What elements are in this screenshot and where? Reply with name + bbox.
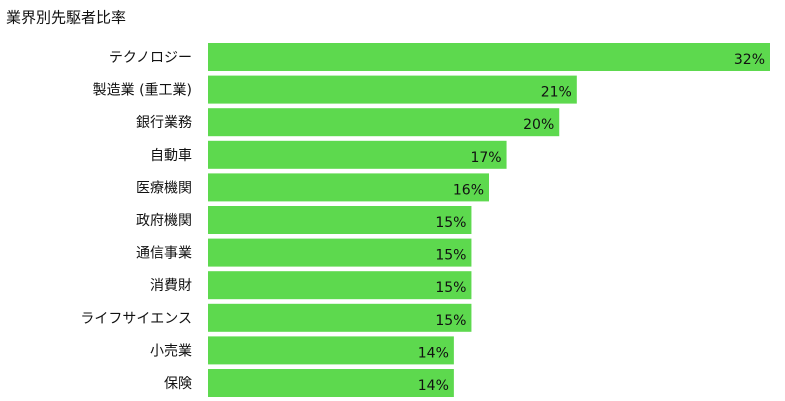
category-label: テクノロジー bbox=[109, 50, 192, 66]
category-label: 製造業 (重工業) bbox=[93, 83, 192, 99]
value-label: 14% bbox=[418, 345, 449, 361]
category-label: 自動車 bbox=[150, 147, 192, 164]
bar bbox=[208, 75, 577, 104]
category-label: 通信事業 bbox=[136, 246, 192, 262]
value-label: 21% bbox=[541, 85, 572, 101]
value-label: 17% bbox=[470, 150, 501, 166]
category-label: 医療機関 bbox=[136, 179, 192, 196]
category-label: 消費財 bbox=[150, 278, 192, 294]
category-label: 銀行業務 bbox=[136, 115, 192, 131]
value-label: 15% bbox=[435, 313, 466, 329]
value-label: 32% bbox=[734, 52, 765, 68]
bar bbox=[208, 140, 507, 169]
bar bbox=[208, 271, 472, 300]
bar bbox=[208, 336, 454, 365]
bar bbox=[208, 206, 472, 234]
bar bbox=[208, 303, 472, 332]
category-label: 小売業 bbox=[150, 343, 192, 359]
bar bbox=[208, 238, 472, 267]
value-label: 16% bbox=[453, 182, 484, 198]
chart-title: 業界別先駆者比率 bbox=[6, 9, 126, 27]
value-label: 15% bbox=[435, 248, 466, 264]
category-label: 政府機関 bbox=[136, 213, 192, 229]
bar bbox=[208, 369, 454, 397]
bar bbox=[208, 173, 489, 202]
bar bbox=[208, 43, 770, 71]
category-label: ライフサイエンス bbox=[80, 311, 192, 327]
value-label: 14% bbox=[418, 378, 449, 394]
value-label: 20% bbox=[523, 117, 554, 133]
bar bbox=[208, 108, 560, 137]
value-label: 15% bbox=[435, 280, 466, 296]
value-label: 15% bbox=[435, 215, 466, 231]
category-label: 保険 bbox=[164, 376, 192, 392]
